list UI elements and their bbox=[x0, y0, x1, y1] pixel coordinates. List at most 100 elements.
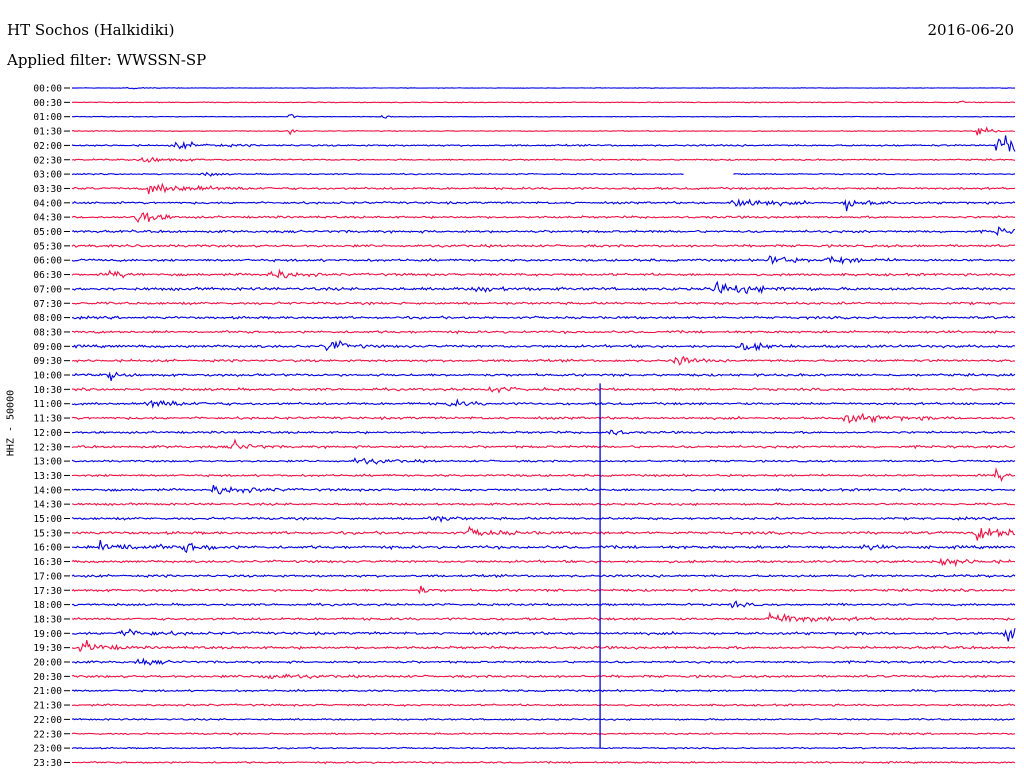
time-label-0500: 05:00 bbox=[33, 227, 62, 238]
trace-0630 bbox=[71, 268, 1016, 279]
date-label: 2016-06-20 bbox=[927, 21, 1014, 39]
trace-0430 bbox=[71, 212, 1016, 224]
trace-2000 bbox=[71, 657, 1016, 666]
trace-0830 bbox=[71, 329, 1016, 335]
time-label-2300: 23:00 bbox=[33, 744, 62, 755]
trace-2200 bbox=[71, 717, 1016, 722]
trace-1930 bbox=[71, 639, 1016, 653]
time-label-0100: 01:00 bbox=[33, 112, 62, 123]
filter-label: Applied filter: WWSSN-SP bbox=[7, 51, 207, 69]
trace-0930 bbox=[71, 355, 1016, 366]
trace-0700 bbox=[71, 280, 1016, 295]
trace-0500 bbox=[71, 226, 1016, 237]
trace-1530 bbox=[71, 525, 1016, 541]
trace-1400 bbox=[71, 484, 1016, 495]
time-label-1800: 18:00 bbox=[33, 600, 62, 611]
trace-0730 bbox=[71, 301, 1016, 306]
trace-1730 bbox=[71, 585, 1016, 595]
trace-1900 bbox=[71, 628, 1016, 642]
station-title: HT Sochos (Halkidiki) bbox=[7, 21, 175, 39]
time-label-1600: 16:00 bbox=[33, 543, 62, 554]
time-label-1000: 10:00 bbox=[33, 371, 62, 382]
trace-0230 bbox=[71, 156, 1016, 163]
trace-1300 bbox=[71, 457, 1016, 465]
trace-0000 bbox=[71, 86, 1016, 90]
time-label-0000: 00:00 bbox=[33, 84, 62, 95]
time-label-0900: 09:00 bbox=[33, 342, 62, 353]
time-label-0930: 09:30 bbox=[33, 356, 62, 367]
trace-1030 bbox=[71, 386, 1016, 394]
trace-2330 bbox=[71, 760, 1016, 765]
trace-0900 bbox=[71, 339, 1016, 352]
time-label-0830: 08:30 bbox=[33, 327, 62, 338]
trace-0330 bbox=[71, 182, 1016, 195]
time-label-2330: 23:30 bbox=[33, 758, 62, 769]
time-label-1830: 18:30 bbox=[33, 614, 62, 625]
time-label-0800: 08:00 bbox=[33, 313, 62, 324]
time-label-0300: 03:00 bbox=[33, 170, 62, 181]
trace-0100 bbox=[71, 113, 1016, 119]
time-label-0630: 06:30 bbox=[33, 270, 62, 281]
trace-0300 bbox=[71, 171, 1016, 177]
time-label-1330: 13:30 bbox=[33, 471, 62, 482]
time-label-1900: 19:00 bbox=[33, 629, 62, 640]
time-label-1630: 16:30 bbox=[33, 557, 62, 568]
trace-1700 bbox=[71, 573, 1016, 579]
time-label-1300: 13:00 bbox=[33, 457, 62, 468]
trace-1100 bbox=[71, 398, 1016, 409]
time-label-2130: 21:30 bbox=[33, 701, 62, 712]
trace-2130 bbox=[71, 703, 1016, 707]
time-label-2230: 22:30 bbox=[33, 729, 62, 740]
time-label-1500: 15:00 bbox=[33, 514, 62, 525]
time-label-1930: 19:30 bbox=[33, 643, 62, 654]
time-label-0530: 05:30 bbox=[33, 241, 62, 252]
trace-2030 bbox=[71, 673, 1016, 680]
time-label-0330: 03:30 bbox=[33, 184, 62, 195]
trace-1000 bbox=[71, 371, 1016, 382]
time-label-1700: 17:00 bbox=[33, 571, 62, 582]
trace-1200 bbox=[71, 429, 1016, 436]
trace-0600 bbox=[71, 255, 1016, 266]
trace-0130 bbox=[71, 126, 1016, 136]
time-label-2100: 21:00 bbox=[33, 686, 62, 697]
time-label-0730: 07:30 bbox=[33, 299, 62, 310]
trace-1800 bbox=[71, 600, 1016, 609]
time-label-1730: 17:30 bbox=[33, 586, 62, 597]
trace-0800 bbox=[71, 315, 1016, 320]
time-label-0230: 02:30 bbox=[33, 155, 62, 166]
time-label-0400: 04:00 bbox=[33, 198, 62, 209]
trace-0200 bbox=[71, 135, 1016, 152]
time-label-1230: 12:30 bbox=[33, 442, 62, 453]
time-label-0030: 00:30 bbox=[33, 98, 62, 109]
trace-2100 bbox=[71, 688, 1016, 693]
time-label-0200: 02:00 bbox=[33, 141, 62, 152]
time-label-1200: 12:00 bbox=[33, 428, 62, 439]
time-label-0600: 06:00 bbox=[33, 256, 62, 267]
time-label-2200: 22:00 bbox=[33, 715, 62, 726]
trace-1630 bbox=[71, 557, 1016, 568]
time-label-1130: 11:30 bbox=[33, 414, 62, 425]
time-label-2000: 20:00 bbox=[33, 658, 62, 669]
time-label-2030: 20:30 bbox=[33, 672, 62, 683]
trace-2300 bbox=[71, 746, 1016, 750]
time-label-0430: 04:30 bbox=[33, 213, 62, 224]
trace-2230 bbox=[71, 732, 1016, 736]
trace-0530 bbox=[71, 243, 1016, 249]
trace-0400 bbox=[71, 198, 1016, 212]
trace-1830 bbox=[71, 611, 1016, 624]
time-label-1030: 10:30 bbox=[33, 385, 62, 396]
trace-1600 bbox=[71, 540, 1016, 554]
trace-0030 bbox=[71, 100, 1016, 104]
trace-1130 bbox=[71, 412, 1016, 424]
trace-1500 bbox=[71, 515, 1016, 524]
time-label-0700: 07:00 bbox=[33, 284, 62, 295]
trace-1230 bbox=[71, 438, 1016, 450]
time-label-1100: 11:00 bbox=[33, 399, 62, 410]
trace-1430 bbox=[71, 502, 1016, 507]
time-label-0130: 01:30 bbox=[33, 127, 62, 138]
trace-1330 bbox=[71, 467, 1016, 483]
time-label-1530: 15:30 bbox=[33, 528, 62, 539]
time-label-1430: 14:30 bbox=[33, 500, 62, 511]
time-label-1400: 14:00 bbox=[33, 485, 62, 496]
